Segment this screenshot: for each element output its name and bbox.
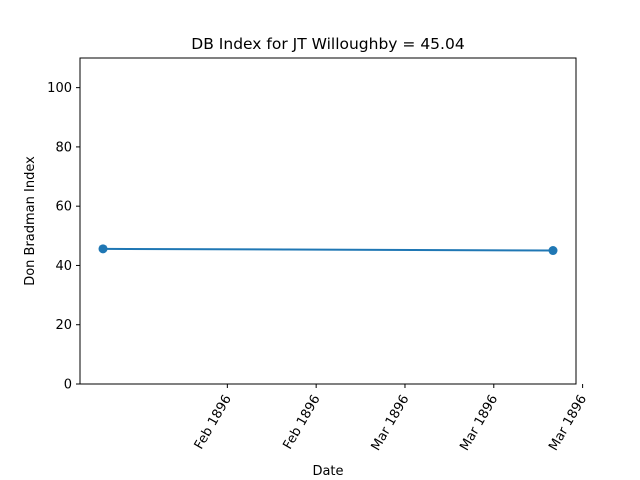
chart-title: DB Index for JT Willoughby = 45.04	[191, 35, 464, 53]
x-axis: Feb 1896 Feb 1896 Mar 1896 Mar 1896 Mar 1896	[192, 384, 590, 453]
y-tick-label: 100	[47, 81, 72, 96]
plot-area	[79, 57, 577, 385]
series-line	[102, 247, 554, 252]
data-point	[98, 244, 108, 254]
x-tick-label: Feb 1896	[192, 393, 235, 453]
y-tick-label: 0	[64, 378, 72, 393]
data-point	[548, 246, 558, 256]
x-axis-label: Date	[312, 464, 343, 479]
y-tick-label: 80	[55, 140, 72, 155]
plot-frame	[79, 57, 577, 385]
series-layer	[98, 244, 558, 256]
y-axis: 0 20 40 60 80 100	[47, 81, 80, 393]
x-tick-label: Mar 1896	[369, 393, 413, 454]
y-tick-label: 60	[55, 200, 72, 215]
x-tick-label: Feb 1896	[281, 393, 324, 453]
y-axis-label: Don Bradman Index	[23, 156, 38, 286]
y-tick-label: 20	[55, 318, 72, 333]
x-tick-label: Mar 1896	[546, 393, 590, 454]
x-tick-label: Mar 1896	[457, 393, 501, 454]
y-tick-label: 40	[55, 259, 72, 274]
